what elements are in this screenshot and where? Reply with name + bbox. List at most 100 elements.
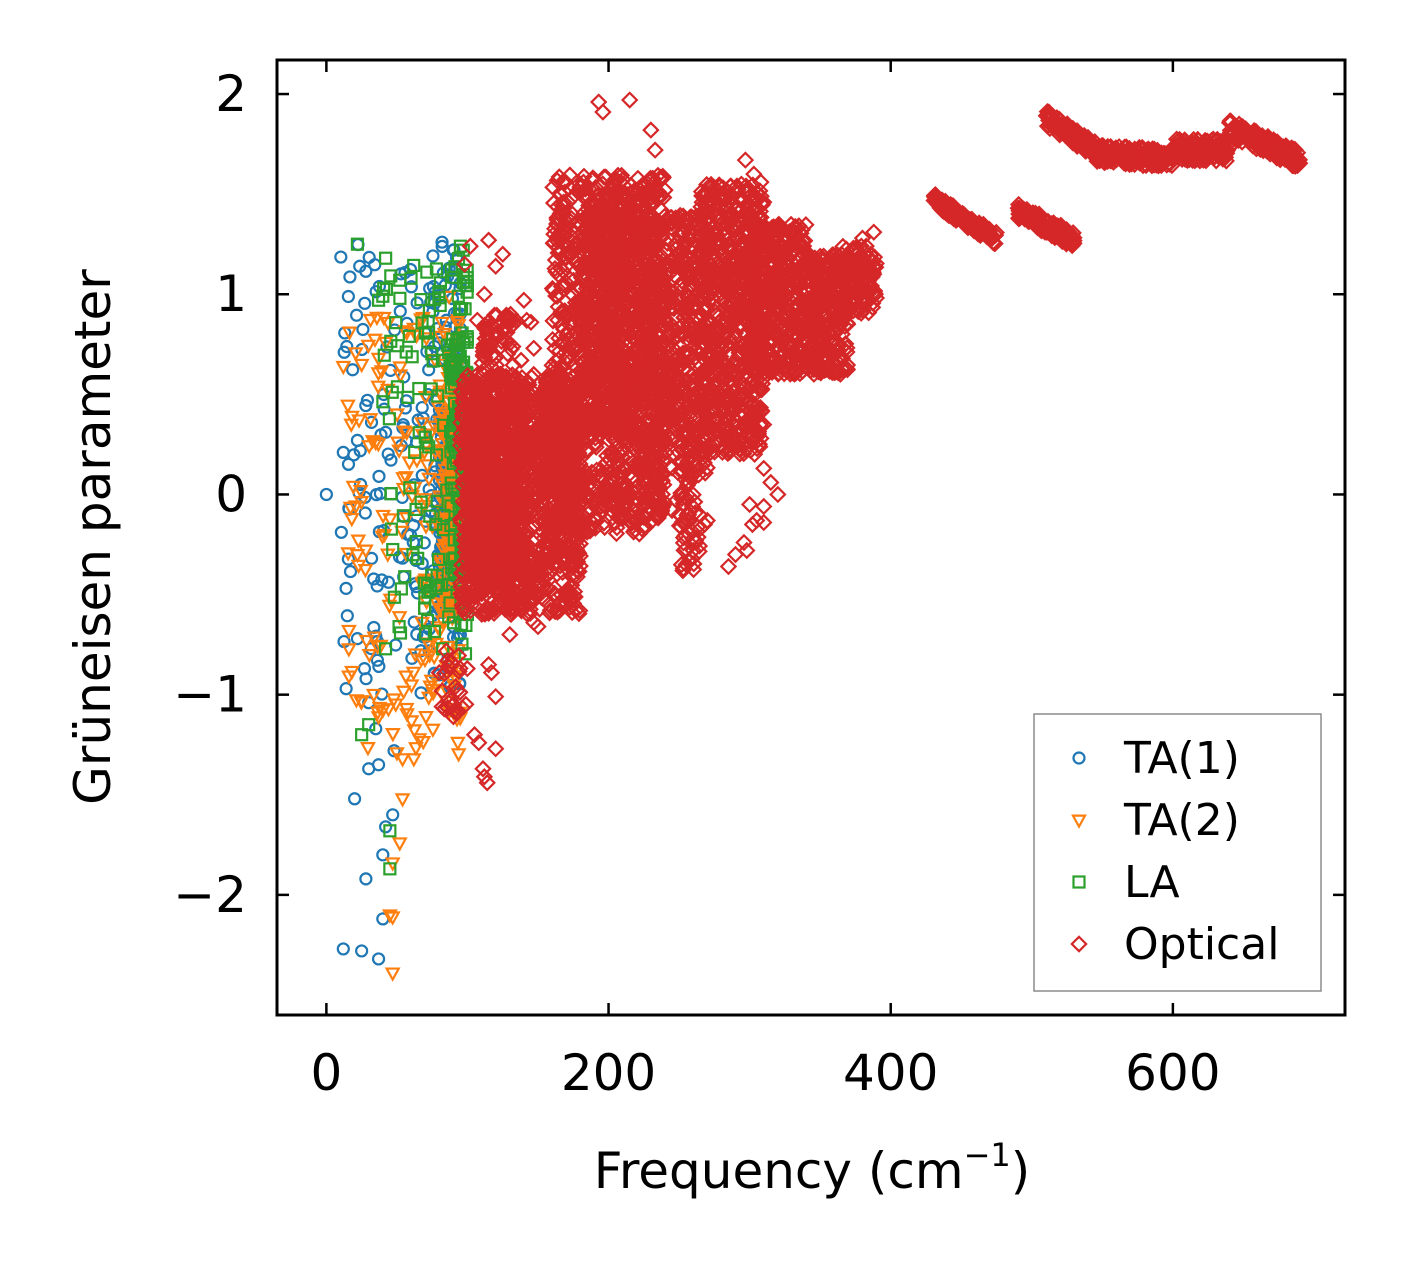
data-point-ta-2 — [394, 753, 411, 768]
data-point-la — [418, 627, 433, 641]
data-point-ta-2 — [405, 666, 422, 682]
data-point-la — [396, 509, 410, 523]
data-point-la — [377, 348, 391, 362]
data-point-la — [421, 314, 435, 329]
data-point-ta-2 — [391, 837, 408, 852]
data-point-ta-1 — [372, 469, 386, 483]
data-point-ta-2 — [342, 501, 359, 517]
data-point-ta-1 — [372, 659, 386, 674]
data-point-ta-2 — [397, 670, 414, 685]
data-point-la — [355, 728, 369, 742]
data-point-ta-2 — [335, 360, 352, 376]
data-point-ta-2 — [365, 688, 382, 704]
data-point-ta-1 — [359, 872, 373, 886]
data-point-ta-1 — [364, 415, 379, 429]
data-point-optical — [540, 604, 559, 622]
data-point-optical — [554, 573, 572, 591]
data-point-la — [386, 542, 400, 557]
data-point-ta-2 — [392, 361, 409, 376]
data-point-ta-2 — [370, 438, 387, 453]
data-point-ta-2 — [411, 733, 428, 748]
data-point-ta-2 — [392, 369, 409, 384]
data-point-la — [419, 436, 433, 450]
data-point-la — [435, 578, 449, 592]
data-point-ta-2 — [350, 534, 367, 549]
data-point-ta-2 — [384, 911, 401, 926]
data-point-ta-1 — [353, 259, 367, 273]
data-point-ta-1 — [358, 506, 372, 520]
data-point-ta-2 — [347, 347, 364, 362]
data-point-ta-2 — [340, 399, 356, 414]
data-point-la — [420, 265, 434, 279]
data-point-la — [412, 381, 426, 396]
data-point-ta-1 — [379, 820, 393, 834]
data-point-la — [422, 440, 436, 454]
data-point-optical — [532, 551, 551, 570]
data-point-la — [384, 269, 398, 283]
data-point-ta-2 — [421, 640, 438, 655]
data-point-ta-2 — [370, 367, 387, 382]
data-point-la — [455, 637, 469, 651]
data-point-la — [403, 481, 417, 495]
data-point-ta-2 — [407, 328, 424, 343]
data-point-la — [432, 284, 446, 299]
data-point-la — [425, 347, 439, 361]
data-point-ta-1 — [376, 848, 390, 862]
data-point-ta-2 — [353, 496, 370, 511]
data-point-ta-2 — [358, 634, 375, 650]
data-point-ta-1 — [336, 942, 350, 956]
data-point-la — [414, 495, 428, 509]
data-point-la — [421, 585, 435, 599]
data-point-ta-2 — [347, 500, 364, 515]
data-point-ta-1 — [341, 289, 355, 304]
data-point-ta-1 — [339, 682, 353, 696]
data-point-ta-2 — [381, 909, 398, 924]
data-point-ta-2 — [343, 512, 360, 528]
data-point-ta-2 — [343, 418, 360, 433]
data-point-ta-1 — [346, 363, 360, 377]
data-point-ta-1 — [367, 572, 381, 586]
data-point-la — [456, 335, 471, 349]
data-point-ta-1 — [407, 615, 421, 629]
data-point-ta-2 — [367, 436, 384, 452]
data-point-ta-1 — [362, 250, 376, 264]
data-point-optical — [552, 586, 570, 604]
data-point-ta-2 — [370, 711, 387, 726]
data-point-la — [384, 522, 398, 536]
data-point-ta-2 — [360, 339, 377, 355]
data-point-ta-1 — [357, 662, 372, 676]
data-point-ta-2 — [434, 407, 451, 422]
data-point-la — [392, 620, 406, 634]
data-point-la — [451, 289, 465, 303]
data-point-ta-2 — [422, 680, 439, 695]
data-point-la — [401, 390, 415, 404]
data-point-la — [387, 590, 401, 604]
data-point-ta-2 — [340, 624, 357, 640]
data-point-ta-1 — [410, 627, 424, 641]
data-point-ta-2 — [394, 525, 410, 541]
data-point-la — [379, 251, 393, 265]
data-point-ta-2 — [403, 715, 420, 730]
data-point-la — [460, 271, 474, 285]
data-point-ta-2 — [362, 413, 379, 428]
points-layer — [319, 91, 1309, 982]
data-point-ta-1 — [371, 952, 386, 966]
data-point-ta-1 — [417, 536, 431, 550]
data-point-ta-2 — [432, 330, 449, 346]
data-point-la — [383, 824, 397, 838]
data-point-ta-1 — [343, 270, 357, 284]
data-point-la — [458, 647, 473, 661]
data-point-la — [407, 258, 421, 273]
data-point-ta-1 — [371, 758, 386, 772]
data-point-ta-2 — [357, 563, 374, 579]
data-point-ta-2 — [439, 395, 456, 410]
data-point-ta-2 — [361, 649, 378, 664]
data-point-la — [409, 534, 423, 549]
data-point-ta-1 — [370, 579, 384, 593]
data-point-ta-2 — [449, 736, 466, 752]
data-point-ta-2 — [395, 472, 412, 487]
data-point-la — [454, 302, 469, 316]
data-point-ta-1 — [426, 249, 440, 263]
data-point-ta-1 — [381, 447, 395, 461]
data-point-ta-2 — [417, 493, 434, 508]
